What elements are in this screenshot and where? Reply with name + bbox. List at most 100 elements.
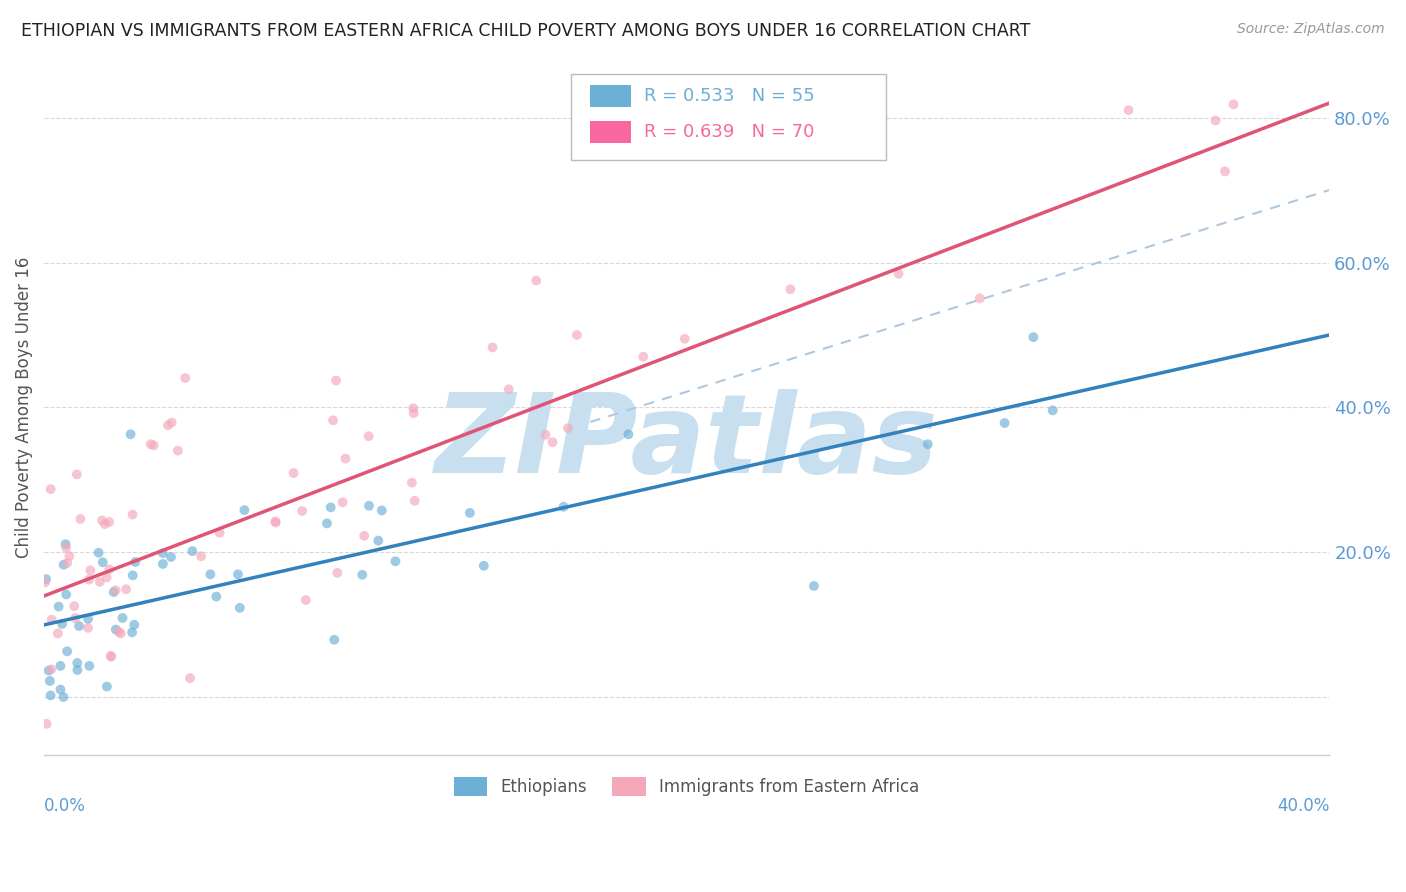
Point bbox=[1042, 403, 1064, 417]
Point bbox=[316, 516, 339, 531]
Point bbox=[35, 716, 58, 731]
Point bbox=[122, 617, 145, 632]
Point bbox=[779, 282, 801, 296]
Text: R = 0.533   N = 55: R = 0.533 N = 55 bbox=[644, 87, 815, 104]
Point bbox=[534, 427, 557, 442]
Point bbox=[402, 406, 425, 420]
Point bbox=[226, 567, 249, 582]
Point bbox=[39, 689, 62, 703]
Point bbox=[39, 662, 62, 676]
Point bbox=[49, 659, 72, 673]
Point bbox=[104, 623, 127, 637]
Point bbox=[357, 429, 380, 443]
Point bbox=[402, 401, 425, 416]
Point bbox=[89, 574, 111, 589]
FancyBboxPatch shape bbox=[591, 85, 631, 107]
Point bbox=[66, 656, 89, 670]
Point bbox=[110, 626, 132, 640]
Point bbox=[160, 416, 183, 430]
Point bbox=[67, 619, 90, 633]
Point bbox=[77, 621, 100, 635]
Point bbox=[55, 537, 77, 551]
Point bbox=[617, 427, 640, 442]
Legend: Ethiopians, Immigrants from Eastern Africa: Ethiopians, Immigrants from Eastern Afri… bbox=[447, 770, 927, 803]
Point bbox=[79, 659, 101, 673]
Point bbox=[1205, 113, 1227, 128]
Point bbox=[291, 504, 314, 518]
Point bbox=[98, 515, 121, 529]
Point bbox=[87, 546, 110, 560]
Point bbox=[55, 541, 77, 555]
Point bbox=[1213, 164, 1236, 178]
Point bbox=[52, 558, 75, 572]
Point bbox=[264, 516, 287, 530]
FancyBboxPatch shape bbox=[571, 73, 886, 161]
Text: 0.0%: 0.0% bbox=[44, 797, 86, 815]
Point bbox=[472, 558, 495, 573]
Point bbox=[357, 499, 380, 513]
Point bbox=[96, 570, 118, 584]
Point bbox=[121, 625, 143, 640]
Point bbox=[35, 572, 58, 586]
Point bbox=[205, 590, 228, 604]
Point bbox=[335, 451, 357, 466]
Text: R = 0.639   N = 70: R = 0.639 N = 70 bbox=[644, 123, 814, 141]
Point bbox=[233, 503, 256, 517]
Point bbox=[41, 613, 63, 627]
Point bbox=[51, 616, 73, 631]
Point bbox=[77, 612, 100, 626]
Point bbox=[152, 557, 174, 571]
Point bbox=[79, 563, 101, 577]
Point bbox=[401, 475, 423, 490]
Y-axis label: Child Poverty Among Boys Under 16: Child Poverty Among Boys Under 16 bbox=[15, 257, 32, 558]
Point bbox=[111, 611, 134, 625]
Point bbox=[557, 421, 579, 435]
Point bbox=[48, 599, 70, 614]
Point bbox=[367, 533, 389, 548]
Point bbox=[98, 562, 121, 576]
Point bbox=[404, 493, 426, 508]
Point bbox=[1222, 97, 1244, 112]
Point bbox=[229, 600, 252, 615]
Point bbox=[994, 416, 1017, 430]
Point bbox=[100, 648, 122, 663]
Point bbox=[46, 626, 69, 640]
Point bbox=[65, 611, 87, 625]
Point bbox=[56, 644, 79, 658]
FancyBboxPatch shape bbox=[591, 120, 631, 143]
Point bbox=[673, 332, 696, 346]
Point bbox=[91, 555, 114, 569]
Point bbox=[264, 515, 287, 529]
Point bbox=[498, 382, 520, 396]
Point bbox=[52, 690, 75, 704]
Point bbox=[371, 503, 394, 517]
Point bbox=[156, 418, 179, 433]
Point bbox=[200, 567, 222, 582]
Point bbox=[104, 583, 127, 598]
Text: ETHIOPIAN VS IMMIGRANTS FROM EASTERN AFRICA CHILD POVERTY AMONG BOYS UNDER 16 CO: ETHIOPIAN VS IMMIGRANTS FROM EASTERN AFR… bbox=[21, 22, 1031, 40]
Point bbox=[190, 549, 212, 564]
Point bbox=[115, 582, 138, 597]
Point bbox=[633, 350, 655, 364]
Point bbox=[107, 624, 129, 639]
Point bbox=[524, 274, 547, 288]
Point bbox=[803, 579, 825, 593]
Point bbox=[121, 508, 143, 522]
Point bbox=[887, 267, 910, 281]
Point bbox=[120, 427, 142, 442]
Point bbox=[458, 506, 481, 520]
Point bbox=[142, 438, 165, 452]
Point bbox=[38, 664, 60, 678]
Point bbox=[66, 663, 89, 677]
Point bbox=[352, 567, 374, 582]
Point bbox=[152, 546, 174, 560]
Point bbox=[326, 566, 349, 580]
Point bbox=[322, 413, 344, 427]
Point bbox=[55, 587, 77, 601]
Point bbox=[69, 512, 91, 526]
Point bbox=[323, 632, 346, 647]
Point bbox=[100, 649, 122, 664]
Point bbox=[38, 673, 60, 688]
Point bbox=[181, 544, 204, 558]
Point bbox=[91, 513, 114, 527]
